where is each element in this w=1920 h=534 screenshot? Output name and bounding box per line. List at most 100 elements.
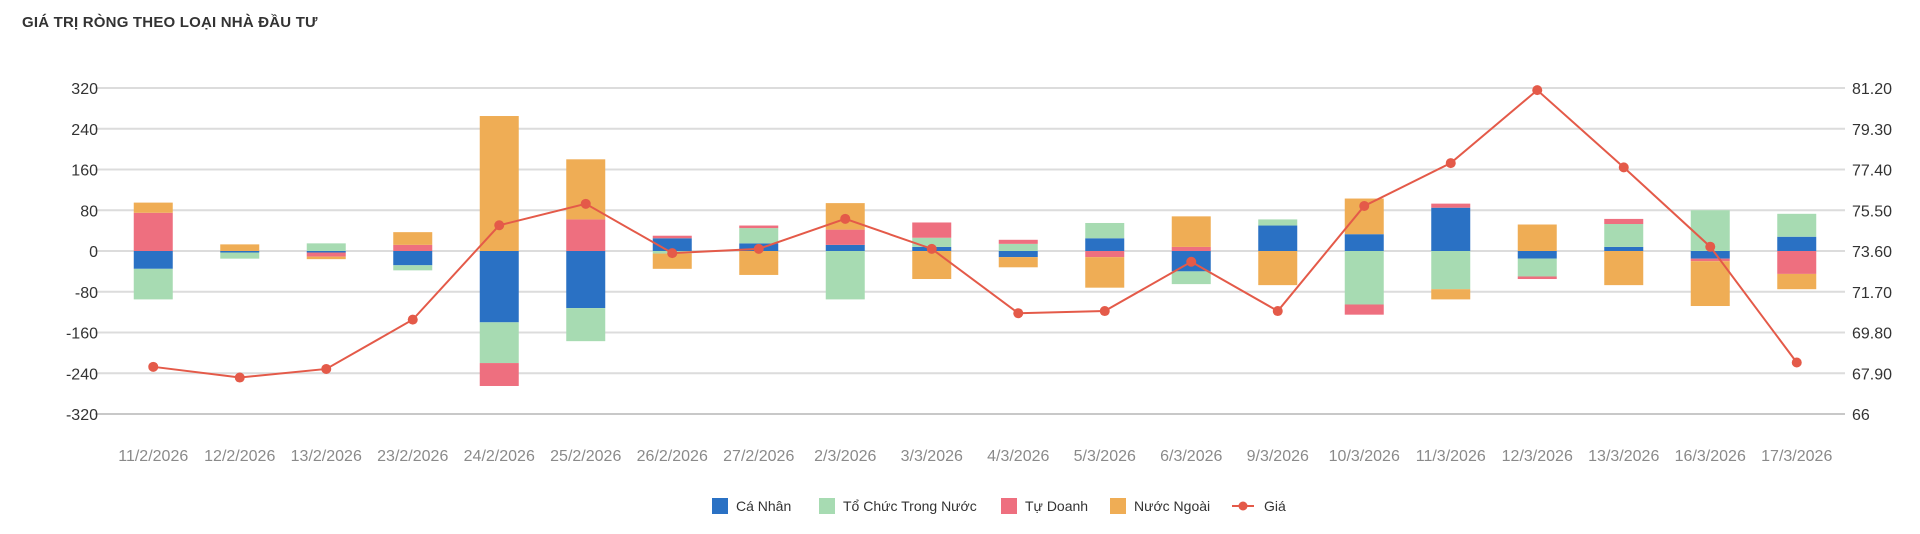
bar-segment [1344,234,1384,251]
bar-segment [825,244,865,251]
right-axis-tick-label: 69.80 [1852,326,1892,343]
left-axis-tick-label: -160 [66,326,98,343]
legend-swatch [1110,498,1126,514]
legend-label: Tự Doanh [1025,498,1088,514]
bar-segment [393,251,433,266]
bar-segment [1085,251,1125,258]
bar-series [133,116,1817,386]
bar-segment [566,308,606,342]
bar-segment [739,225,779,229]
left-axis-tick-label: 160 [71,163,98,180]
x-axis-tick-label: 10/3/2026 [1329,448,1400,465]
x-axis-ticks: 11/2/2026 12/2/2026 13/2/2026 23/2/2026 24/2… [118,448,1832,465]
bar-segment [1431,251,1471,290]
price-point [1099,306,1110,317]
bar-segment [393,232,433,245]
bar-segment [1517,276,1557,280]
bar-segment [1258,251,1298,286]
bar-segment [998,257,1038,268]
legend-swatch [1001,498,1017,514]
price-point [1272,306,1283,317]
bar-segment [912,237,952,247]
bar-segment [1777,251,1817,274]
bar-segment [912,251,952,280]
price-point [1445,158,1456,169]
bar-segment [739,251,779,275]
bar-segment [1777,213,1817,237]
bar-segment [220,251,260,253]
right-axis-tick-label: 71.70 [1852,285,1892,302]
legend-label: Tổ Chức Trong Nước [843,498,977,514]
price-point [1791,357,1802,368]
left-axis-tick-label: 0 [89,244,98,261]
right-axis-tick-label: 81.20 [1852,81,1892,98]
bar-segment [1517,251,1557,259]
bar-segment [393,244,433,251]
left-axis-tick-label: 80 [80,203,98,220]
bar-segment [739,228,779,244]
bar-segment [393,265,433,271]
price-point [234,372,245,383]
price-point [1359,200,1370,211]
bar-segment [133,212,173,251]
bar-segment [1777,273,1817,290]
bar-segment [1604,218,1644,225]
price-point [1013,308,1024,319]
bar-segment [912,222,952,238]
bar-segment [1431,203,1471,208]
x-axis-tick-label: 16/3/2026 [1675,448,1746,465]
bar-segment [1171,271,1211,285]
bar-segment [998,239,1038,244]
legend-swatch [819,498,835,514]
bar-segment [133,251,173,269]
bar-segment [1690,261,1730,307]
chart-title: GIÁ TRỊ RÒNG THEO LOẠI NHÀ ĐẦU TƯ [22,14,318,31]
x-axis-tick-label: 6/3/2026 [1160,448,1222,465]
bar-segment [1604,251,1644,286]
bar-segment [479,251,519,323]
bar-segment [479,363,519,386]
bar-segment [1258,225,1298,251]
x-axis-tick-label: 11/3/2026 [1416,448,1486,465]
bar-segment [1171,246,1211,251]
bar-segment [566,219,606,251]
legend-swatch [712,498,728,514]
x-axis-tick-label: 9/3/2026 [1247,448,1309,465]
x-axis-tick-label: 11/2/2026 [118,448,188,465]
price-point [1186,256,1197,267]
price-point [667,248,678,259]
bar-segment [306,256,346,260]
x-axis-tick-label: 13/2/2026 [291,448,362,465]
price-point [1532,85,1543,96]
left-axis-tick-label: 320 [71,81,98,98]
price-point [580,198,591,209]
bar-segment [1517,258,1557,277]
price-point [926,243,937,254]
price-point [1618,162,1629,173]
bar-segment [306,252,346,257]
right-axis-tick-label: 66 [1852,407,1870,424]
legend: Cá Nhân Tổ Chức Trong Nước Tự Doanh Nước Ng… [712,498,1286,514]
bar-segment [220,244,260,251]
bar-segment [1344,304,1384,315]
bar-segment [1690,258,1730,262]
bar-segment [1517,224,1557,251]
left-axis-tick-label: -240 [66,366,98,383]
legend-label: Nước Ngoài [1134,498,1210,514]
right-axis-tick-label: 79.30 [1852,122,1892,139]
bar-segment [1431,207,1471,251]
x-axis-tick-label: 5/3/2026 [1074,448,1136,465]
x-axis-tick-label: 4/3/2026 [987,448,1049,465]
x-axis-tick-label: 12/2/2026 [204,448,275,465]
price-line [153,88,1798,379]
x-axis-tick-label: 23/2/2026 [377,448,448,465]
grid-lines [95,87,1845,415]
left-axis-tick-label: 240 [71,122,98,139]
bar-segment [220,252,260,259]
x-axis-tick-label: 12/3/2026 [1502,448,1573,465]
bar-segment [133,268,173,300]
right-axis-tick-label: 73.60 [1852,244,1892,261]
bar-segment [306,243,346,251]
bar-segment [1171,216,1211,247]
